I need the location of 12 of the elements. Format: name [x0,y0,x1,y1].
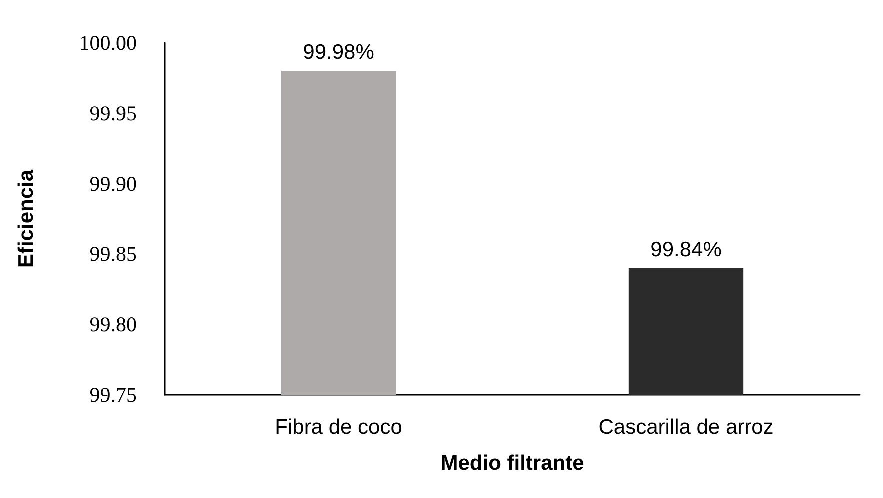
y-axis-title: Eficiencia [15,170,38,268]
y-tick-label: 99.75 [90,383,137,407]
y-tick-label: 99.95 [90,101,137,126]
x-tick-label: Fibra de coco [275,416,402,439]
y-tick-label: 100.00 [79,31,137,55]
y-tick-label: 99.90 [90,172,137,196]
y-tick-label: 99.80 [90,312,137,337]
y-tick-label: 99.85 [90,242,137,266]
x-tick-label: Cascarilla de arroz [598,416,774,439]
data-label: 99.84% [650,238,722,262]
data-label: 99.98% [303,41,374,64]
x-axis-title: Medio filtrante [440,452,584,475]
